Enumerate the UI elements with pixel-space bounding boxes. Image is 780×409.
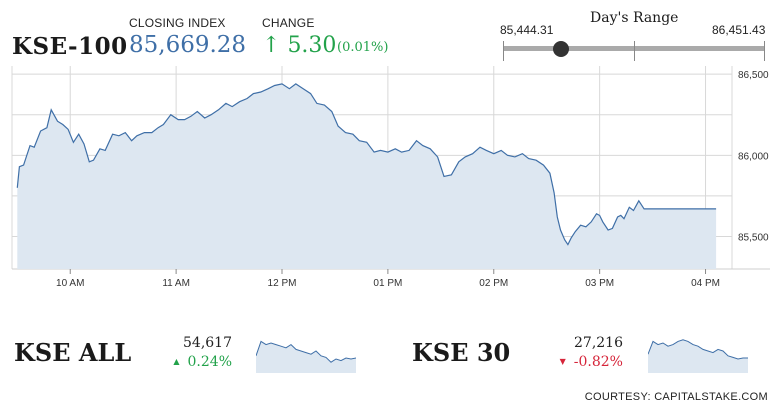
triangle-down-icon: ▼ (559, 357, 566, 366)
days-range-title: Day's Range (590, 10, 679, 26)
kse-all-name: KSE ALL (14, 338, 132, 367)
kse-all-value: 54,617 (183, 335, 232, 351)
x-tick-label: 02 PM (479, 278, 508, 289)
kse-30-change-value: -0.82% (573, 354, 623, 370)
kse-all-change: ▲ 0.24% (140, 354, 232, 370)
closing-index-label: CLOSING INDEX (129, 16, 226, 30)
change-percent: (0.01%) (337, 40, 389, 55)
range-tick (503, 41, 504, 61)
kse-all-sparkline[interactable] (256, 331, 356, 375)
kse-all-change-value: 0.24% (187, 354, 232, 370)
change-label: CHANGE (262, 16, 315, 30)
intraday-chart-svg: 86,500 86,000 85,500 10 AM 11 AM 12 PM 01 PM 02… (11, 66, 770, 289)
y-tick-label: 86,500 (738, 70, 769, 81)
range-tick (634, 41, 635, 61)
arrow-up-icon: ↑ (262, 33, 281, 58)
sparkline-area (648, 339, 748, 373)
intraday-chart[interactable]: 86,500 86,000 85,500 10 AM 11 AM 12 PM 01 PM 02… (10, 62, 770, 292)
kse-30-sparkline[interactable] (648, 331, 748, 375)
kse-30-value: 27,216 (574, 335, 623, 351)
days-range-handle[interactable] (552, 41, 569, 57)
sparkline-line (256, 340, 356, 363)
series-area (17, 83, 717, 270)
days-range-low: 85,444.31 (500, 23, 554, 37)
sparkline-line (648, 339, 748, 360)
courtesy-credit: COURTESY: CAPITALSTAKE.COM (584, 391, 768, 403)
x-tick-label: 03 PM (585, 278, 614, 289)
kse-30-change: ▼ -0.82% (533, 354, 623, 370)
range-tick (764, 41, 765, 61)
days-range-high: 86,451.43 (712, 23, 766, 37)
sparkline-area (256, 341, 356, 373)
y-tick-label: 86,000 (738, 151, 769, 162)
closing-index-value: 85,669.28 (129, 32, 247, 58)
kse-30-name: KSE 30 (412, 338, 511, 367)
x-tick-label: 12 PM (268, 278, 297, 289)
x-tick-label: 10 AM (56, 278, 84, 289)
index-name: KSE-100 (12, 33, 128, 60)
series-line (16, 83, 717, 246)
x-tick-label: 04 PM (691, 278, 720, 289)
x-tick-label: 01 PM (373, 278, 402, 289)
x-tick-label: 11 AM (162, 278, 190, 289)
change-value: 5.30 (287, 33, 337, 58)
change-value-group: ↑ 5.30 (262, 33, 336, 58)
triangle-up-icon: ▲ (173, 357, 180, 366)
y-tick-label: 85,500 (738, 233, 769, 244)
